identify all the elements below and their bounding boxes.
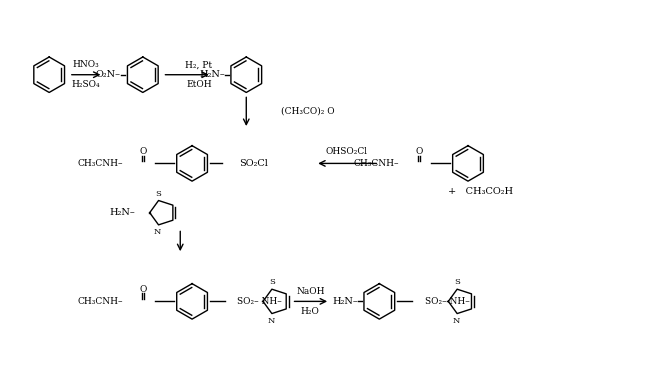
Text: O: O (415, 147, 422, 156)
Text: +   CH₃CO₂H: + CH₃CO₂H (448, 187, 513, 195)
Text: CH₃CNH–: CH₃CNH– (78, 297, 123, 306)
Text: O: O (139, 147, 147, 156)
Text: CH₃CNH–: CH₃CNH– (354, 159, 399, 168)
Text: O: O (139, 285, 147, 294)
Text: N: N (452, 316, 460, 324)
Text: SO₂Cl: SO₂Cl (239, 159, 268, 168)
Text: NaOH: NaOH (296, 287, 324, 296)
Text: H₂SO₄: H₂SO₄ (71, 80, 100, 89)
Text: SO₂– NH–: SO₂– NH– (425, 297, 470, 306)
Text: OHSO₂Cl: OHSO₂Cl (326, 147, 368, 156)
Text: H₂N–: H₂N– (109, 208, 135, 217)
Text: EtOH: EtOH (186, 80, 212, 89)
Text: S: S (156, 190, 161, 198)
Text: S: S (454, 278, 460, 286)
Text: S: S (269, 278, 275, 286)
Text: O₂N–: O₂N– (96, 70, 121, 79)
Text: H₂N–: H₂N– (332, 297, 358, 306)
Text: SO₂– NH–: SO₂– NH– (237, 297, 282, 306)
Text: (CH₃CO)₂ O: (CH₃CO)₂ O (281, 107, 334, 116)
Text: N: N (267, 316, 274, 324)
Text: H₂N–: H₂N– (199, 70, 224, 79)
Text: N: N (154, 228, 161, 236)
Text: H₂, Pt: H₂, Pt (185, 61, 212, 69)
Text: CH₃CNH–: CH₃CNH– (78, 159, 123, 168)
Text: H₂O: H₂O (301, 307, 320, 316)
Text: HNO₃: HNO₃ (73, 61, 99, 69)
